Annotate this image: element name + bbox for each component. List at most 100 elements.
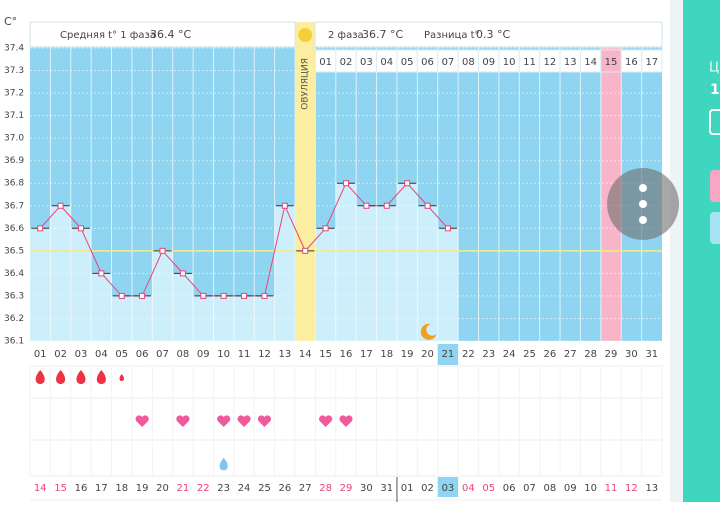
- phase2-day: 01: [319, 57, 332, 68]
- y-tick-label: 37.0: [4, 134, 24, 144]
- discharge-drop: [219, 457, 228, 471]
- dot: [639, 200, 647, 208]
- temperature-marker: [118, 292, 125, 299]
- plot: 36.1 36.2 36.3 36.4 36.5 36.6 36.7 36.8 36.9 37.0…: [4, 22, 663, 502]
- bar: [437, 228, 459, 341]
- calendar-date: 06: [503, 483, 516, 494]
- calendar-date: 24: [238, 483, 251, 494]
- bar: [50, 205, 71, 341]
- bar: [30, 228, 51, 341]
- temperature-marker: [220, 292, 227, 299]
- calendar-date: 23: [217, 483, 230, 494]
- x-tick-label: 02: [54, 349, 67, 360]
- x-tick-label: 28: [584, 349, 597, 360]
- calendar-date: 12: [625, 483, 638, 494]
- heart: [319, 415, 333, 427]
- temperature-marker: [159, 247, 166, 254]
- temperature-marker: [77, 225, 84, 232]
- x-tick-label: 11: [238, 349, 251, 360]
- x-tick-label: 29: [605, 349, 618, 360]
- temperature-marker: [302, 247, 309, 254]
- phase2-label: 2 фаза: [328, 30, 364, 41]
- calendar-date: 31: [380, 483, 393, 494]
- temperature-marker: [57, 202, 64, 209]
- calendar-date: 30: [360, 483, 373, 494]
- calendar-date: 01: [401, 483, 414, 494]
- temperature-marker: [98, 270, 105, 277]
- calendar-date: 04: [462, 483, 475, 494]
- bar: [315, 228, 336, 341]
- heart: [339, 415, 353, 427]
- panel-value: 1: [710, 82, 720, 98]
- phase2-day: 09: [482, 57, 495, 68]
- right-panel: [683, 0, 720, 502]
- calendar-date: 05: [482, 483, 495, 494]
- calendar-date: 28: [319, 483, 332, 494]
- menu-overlay[interactable]: [607, 168, 679, 240]
- x-tick-label: 25: [523, 349, 536, 360]
- calendar-date: 21: [177, 483, 190, 494]
- y-tick-label: 37.3: [4, 66, 24, 76]
- x-tick-label: 18: [380, 349, 393, 360]
- temperature-marker: [363, 202, 370, 209]
- calendar-date: 29: [340, 483, 353, 494]
- bar: [396, 183, 418, 341]
- temperature-marker: [139, 292, 146, 299]
- diff-value: 0.3 °C: [476, 28, 510, 41]
- phase2-day: 05: [401, 57, 414, 68]
- bar: [274, 205, 296, 341]
- today-date-cell: [437, 477, 459, 497]
- phase2-day: 17: [645, 57, 658, 68]
- phase2-day: 04: [380, 57, 393, 68]
- temperature-marker: [261, 292, 268, 299]
- calendar-date: 16: [75, 483, 88, 494]
- panel-button[interactable]: [710, 212, 720, 244]
- heart: [257, 415, 272, 427]
- x-tick-label: 26: [544, 349, 557, 360]
- calendar-date: 02: [421, 483, 434, 494]
- temperature-marker: [322, 225, 329, 232]
- temperature-marker: [241, 292, 248, 299]
- y-tick-label: 36.2: [4, 314, 24, 324]
- calendar-date: 26: [278, 483, 291, 494]
- temperature-marker: [404, 180, 411, 187]
- divider: [670, 0, 683, 502]
- x-tick-label: 24: [503, 349, 516, 360]
- temperature-marker: [281, 202, 288, 209]
- x-tick-label: 08: [177, 349, 190, 360]
- calendar-date: 15: [54, 483, 67, 494]
- y-tick-label: 37.1: [4, 111, 24, 121]
- calendar-date: 19: [136, 483, 149, 494]
- phase1-label: Средняя t° 1 фаза: [60, 30, 156, 41]
- bar: [70, 228, 92, 341]
- phase2-header: [314, 21, 663, 48]
- y-tick-label: 37.2: [4, 89, 24, 99]
- x-tick-label: 01: [34, 349, 47, 360]
- calendar-date: 18: [115, 483, 128, 494]
- heart: [217, 415, 231, 427]
- temperature-marker: [200, 292, 207, 299]
- panel-button[interactable]: [710, 170, 720, 202]
- y-tick-label: 36.1: [4, 337, 24, 347]
- phase2-day: 13: [564, 57, 577, 68]
- calendar-date: 13: [645, 483, 658, 494]
- bar: [335, 183, 357, 341]
- x-tick-label: 09: [197, 349, 210, 360]
- temperature-marker: [179, 270, 186, 277]
- panel-box[interactable]: [709, 109, 720, 135]
- calendar-date: 08: [544, 483, 557, 494]
- calendar-date: 20: [156, 483, 169, 494]
- dot: [639, 184, 647, 192]
- bleeding-drop: [119, 374, 125, 381]
- bleeding-drop: [96, 370, 106, 384]
- phase2-day: 03: [360, 57, 373, 68]
- phase2-day: 11: [523, 57, 536, 68]
- x-tick-label: 04: [95, 349, 108, 360]
- temperature-marker: [424, 202, 431, 209]
- today-cell: [437, 344, 459, 365]
- calendar-date: 25: [258, 483, 271, 494]
- temperature-marker: [383, 202, 390, 209]
- y-tick-label: 36.4: [4, 269, 24, 279]
- dot: [639, 216, 647, 224]
- bleeding-drop: [76, 370, 86, 384]
